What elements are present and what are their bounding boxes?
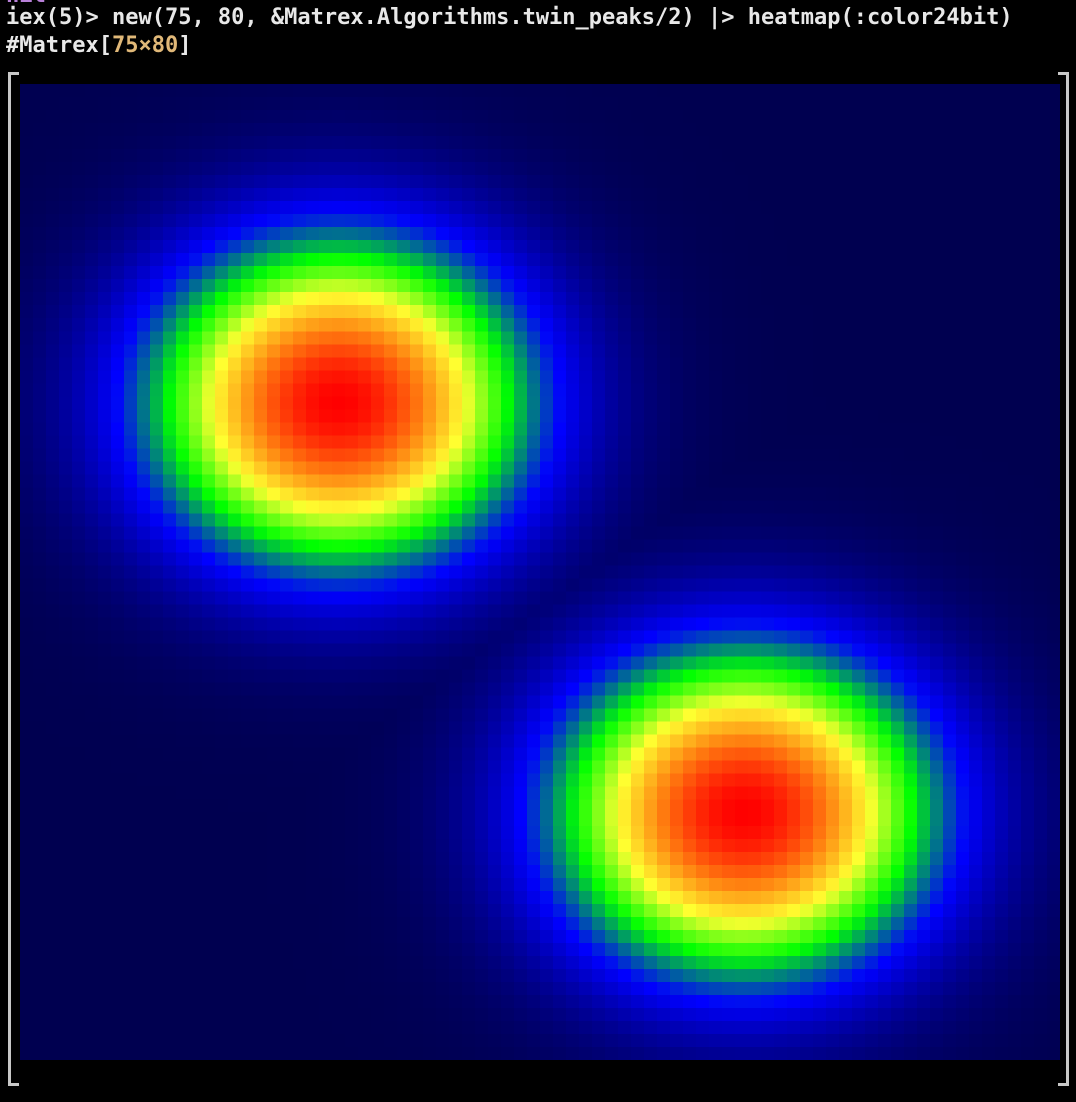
- prompt: iex(5)>: [6, 5, 99, 30]
- result-open-bracket: [: [98, 33, 112, 58]
- result-dimensions: 75×80: [111, 33, 179, 58]
- result-close-bracket: ]: [178, 33, 192, 58]
- result-line: #Matrex[75×80]: [6, 32, 191, 60]
- command-text: new(75, 80, &Matrex.Algorithms.twin_peak…: [111, 5, 1013, 30]
- heatmap-canvas: [20, 84, 1060, 1060]
- matrix-right-bracket: [1058, 72, 1069, 1086]
- previous-output: nil: [6, 0, 46, 10]
- result-prefix: #Matrex: [6, 33, 99, 58]
- matrix-left-bracket: [8, 72, 19, 1086]
- command-line[interactable]: iex(5)> new(75, 80, &Matrex.Algorithms.t…: [6, 4, 1013, 32]
